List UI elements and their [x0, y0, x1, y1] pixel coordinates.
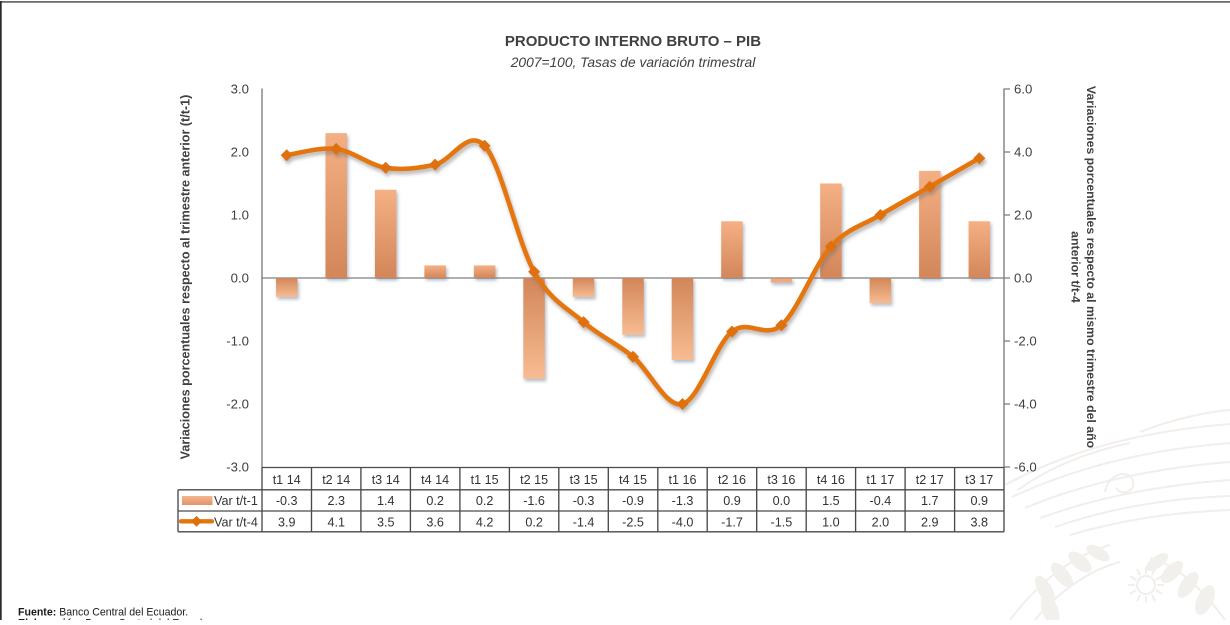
svg-text:-1.4: -1.4 [573, 515, 595, 529]
svg-text:t4 15: t4 15 [619, 473, 647, 487]
svg-text:4.0: 4.0 [1014, 144, 1032, 159]
svg-text:-0.3: -0.3 [573, 494, 595, 508]
svg-text:-0.9: -0.9 [622, 494, 644, 508]
svg-text:t1 15: t1 15 [471, 473, 499, 487]
svg-text:Var t/t-1: Var t/t-1 [214, 494, 258, 508]
svg-text:0.9: 0.9 [723, 494, 741, 508]
svg-text:-2.0: -2.0 [226, 396, 249, 411]
svg-text:t4 16: t4 16 [817, 473, 845, 487]
svg-text:-0.4: -0.4 [870, 494, 892, 508]
svg-text:Variaciones porcentuales respe: Variaciones porcentuales respecto al tri… [179, 95, 193, 460]
svg-text:0.0: 0.0 [773, 494, 791, 508]
svg-text:t3 14: t3 14 [372, 473, 400, 487]
svg-text:3.8: 3.8 [971, 515, 989, 529]
svg-text:4.1: 4.1 [327, 515, 345, 529]
svg-text:Var t/t-4: Var t/t-4 [214, 515, 258, 529]
svg-text:anterior t/t-4: anterior t/t-4 [1069, 231, 1083, 303]
svg-text:3.0: 3.0 [231, 81, 249, 96]
svg-text:6.0: 6.0 [1014, 81, 1032, 96]
svg-text:1.0: 1.0 [231, 207, 249, 222]
svg-text:t2 16: t2 16 [718, 473, 746, 487]
svg-text:2.0: 2.0 [1014, 207, 1032, 222]
svg-text:-0.3: -0.3 [276, 494, 298, 508]
svg-text:4.2: 4.2 [476, 515, 494, 529]
svg-text:PRODUCTO INTERNO BRUTO – PIB: PRODUCTO INTERNO BRUTO – PIB [505, 33, 761, 50]
svg-text:0.2: 0.2 [476, 494, 494, 508]
svg-text:1.7: 1.7 [921, 494, 939, 508]
svg-text:2.9: 2.9 [921, 515, 939, 529]
svg-text:-1.3: -1.3 [672, 494, 694, 508]
svg-text:0.0: 0.0 [231, 270, 249, 285]
svg-text:2.0: 2.0 [231, 144, 249, 159]
svg-text:-1.7: -1.7 [721, 515, 743, 529]
svg-text:-4.0: -4.0 [1014, 396, 1037, 411]
svg-text:-1.6: -1.6 [523, 494, 545, 508]
svg-text:-1.0: -1.0 [226, 333, 249, 348]
svg-text:-4.0: -4.0 [672, 515, 694, 529]
svg-text:3.6: 3.6 [426, 515, 444, 529]
svg-text:t1 17: t1 17 [866, 473, 894, 487]
svg-text:t2 17: t2 17 [916, 473, 944, 487]
svg-text:t3 15: t3 15 [570, 473, 598, 487]
svg-text:Variaciones porcentuales respe: Variaciones porcentuales respecto al mis… [1084, 86, 1098, 449]
svg-text:-3.0: -3.0 [226, 459, 249, 474]
svg-text:1.5: 1.5 [822, 494, 840, 508]
svg-text:0.9: 0.9 [971, 494, 989, 508]
svg-text:-2.0: -2.0 [1014, 333, 1037, 348]
svg-text:Fuente: Banco Central del Ecua: Fuente: Banco Central del Ecuador. [18, 607, 188, 619]
svg-text:2.3: 2.3 [327, 494, 345, 508]
svg-text:t2 15: t2 15 [520, 473, 548, 487]
svg-text:3.5: 3.5 [377, 515, 395, 529]
svg-text:2.0: 2.0 [872, 515, 890, 529]
svg-text:1.4: 1.4 [377, 494, 395, 508]
svg-text:t1 16: t1 16 [668, 473, 696, 487]
svg-text:0.2: 0.2 [426, 494, 444, 508]
svg-text:t4 14: t4 14 [421, 473, 449, 487]
svg-text:0.2: 0.2 [525, 515, 543, 529]
svg-text:t1 14: t1 14 [273, 473, 301, 487]
svg-text:0.0: 0.0 [1014, 270, 1032, 285]
svg-text:3.9: 3.9 [278, 515, 296, 529]
svg-text:t3 16: t3 16 [767, 473, 795, 487]
svg-text:t3 17: t3 17 [965, 473, 993, 487]
svg-text:-1.5: -1.5 [771, 515, 793, 529]
svg-text:t2 14: t2 14 [322, 473, 350, 487]
svg-text:-6.0: -6.0 [1014, 459, 1037, 474]
svg-text:-2.5: -2.5 [622, 515, 644, 529]
svg-text:1.0: 1.0 [822, 515, 840, 529]
svg-text:2007=100, Tasas de variación t: 2007=100, Tasas de variación trimestral [510, 55, 756, 70]
